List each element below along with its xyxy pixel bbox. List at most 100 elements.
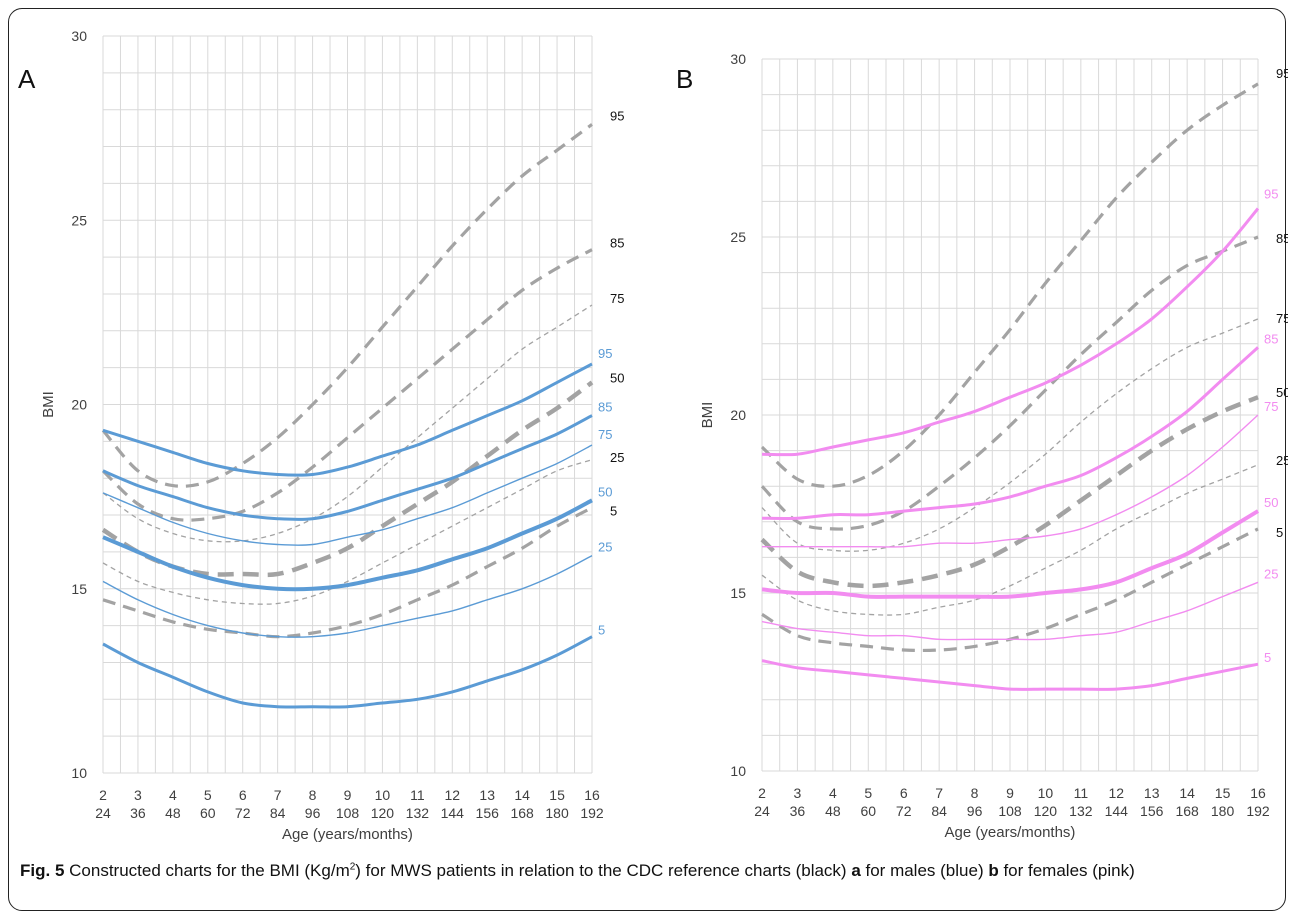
x-tick-label-years: 4	[829, 785, 837, 801]
panel-label: A	[18, 64, 36, 94]
x-tick-label-months: 120	[1034, 803, 1058, 819]
x-tick-label-years: 7	[274, 787, 282, 803]
series-line-reference-p75	[102, 304, 593, 543]
x-tick-label-months: 108	[998, 803, 1022, 819]
series-label-male-p75: 75	[598, 427, 612, 442]
series-label-reference-p25: 25	[1276, 453, 1288, 468]
x-tick-label-years: 11	[410, 787, 425, 803]
x-tick-label-months: 168	[510, 805, 534, 821]
series-group	[760, 82, 1260, 691]
x-tick-label-years: 8	[971, 785, 979, 801]
series-line-reference-p85	[760, 235, 1259, 531]
x-tick-label-years: 12	[1108, 785, 1124, 801]
series-line-female-p85	[761, 346, 1260, 520]
series-line-male-p95	[102, 362, 593, 477]
x-tick-label-months: 180	[545, 805, 569, 821]
series-label-reference-p85: 85	[610, 236, 624, 251]
x-tick-label-years: 2	[99, 787, 107, 803]
series-line-female-p5	[761, 659, 1259, 691]
x-tick-label-years: 3	[794, 785, 802, 801]
x-tick-label-years: 8	[309, 787, 317, 803]
series-label-male-p25: 25	[598, 540, 612, 555]
x-tick-label-months: 180	[1211, 803, 1235, 819]
series-line-male-p85	[102, 414, 593, 521]
x-tick-label-months: 108	[336, 805, 360, 821]
series-label-reference-p85: 85	[1276, 231, 1288, 246]
x-tick-label-months: 120	[371, 805, 395, 821]
x-tick-label-years: 16	[1250, 785, 1266, 801]
x-tick-label-months: 72	[235, 805, 251, 821]
caption-text-1: Constructed charts for the BMI (Kg/m	[64, 861, 350, 880]
series-label-female-p95: 95	[1264, 187, 1278, 202]
grid	[102, 35, 593, 774]
figure-caption: Fig. 5 Constructed charts for the BMI (K…	[20, 858, 1270, 884]
x-tick-label-years: 15	[549, 787, 565, 803]
series-label-reference-p75: 75	[1276, 311, 1288, 326]
x-tick-label-years: 7	[935, 785, 943, 801]
series-line-male-p75	[102, 444, 593, 546]
x-tick-label-years: 3	[134, 787, 142, 803]
x-tick-label-years: 6	[239, 787, 247, 803]
x-tick-label-years: 12	[444, 787, 460, 803]
x-tick-label-months: 84	[270, 805, 286, 821]
series-line-male-p50	[102, 498, 593, 592]
x-tick-label-years: 5	[204, 787, 212, 803]
series-line-female-p95	[761, 207, 1260, 457]
chart-panel-a: 10 15 20 25 30 2 24 3 36 4 48 5 60 6 72 7 84 8 96 9 108 10 120…	[18, 28, 624, 843]
x-tick-label-months: 132	[406, 805, 430, 821]
series-label-reference-p5: 5	[1276, 525, 1283, 540]
y-tick-label: 10	[71, 765, 87, 781]
series-label-female-p75: 75	[1264, 399, 1278, 414]
series-line-female-p50	[761, 509, 1260, 599]
series-label-reference-p75: 75	[610, 291, 624, 306]
series-label-reference-p95: 95	[1276, 66, 1288, 81]
series-label-female-p25: 25	[1264, 566, 1278, 581]
series-line-reference-p25	[761, 464, 1259, 616]
series-line-reference-p5	[102, 506, 593, 639]
y-axis-title: BMI	[699, 402, 716, 429]
x-tick-label-months: 48	[825, 803, 841, 819]
x-tick-label-years: 14	[514, 787, 530, 803]
y-tick-label: 15	[71, 581, 87, 597]
series-label-female-p5: 5	[1264, 650, 1271, 665]
y-tick-label: 30	[71, 28, 87, 44]
y-tick-label: 30	[730, 51, 746, 67]
panel-label: B	[676, 64, 693, 94]
x-tick-label-years: 2	[758, 785, 766, 801]
caption-text-3: for males (blue)	[860, 861, 989, 880]
series-label-female-p50: 50	[1264, 495, 1278, 510]
series-label-male-p50: 50	[598, 484, 612, 499]
x-tick-label-months: 84	[931, 803, 947, 819]
x-tick-label-months: 60	[860, 803, 876, 819]
x-tick-label-years: 16	[584, 787, 600, 803]
y-tick-label: 20	[71, 397, 87, 413]
series-group	[101, 123, 594, 709]
x-tick-label-months: 96	[967, 803, 983, 819]
series-label-reference-p95: 95	[610, 108, 624, 123]
x-tick-label-years: 15	[1215, 785, 1231, 801]
series-label-male-p95: 95	[598, 346, 612, 361]
x-tick-label-months: 96	[305, 805, 321, 821]
x-tick-label-years: 13	[479, 787, 495, 803]
series-line-male-p25	[102, 554, 593, 638]
x-tick-label-years: 14	[1179, 785, 1195, 801]
x-tick-label-years: 9	[344, 787, 352, 803]
y-tick-label: 20	[730, 407, 746, 423]
x-tick-label-months: 192	[1246, 803, 1270, 819]
x-tick-label-months: 144	[441, 805, 465, 821]
y-tick-label: 15	[730, 585, 746, 601]
y-tick-label: 25	[730, 229, 746, 245]
x-tick-label-months: 72	[896, 803, 912, 819]
caption-superscript: 2	[349, 861, 356, 873]
series-line-male-p5	[102, 635, 593, 709]
series-label-reference-p50: 50	[1276, 385, 1288, 400]
series-line-reference-p75	[761, 318, 1259, 552]
series-label-female-p85: 85	[1264, 331, 1278, 346]
series-line-reference-p85	[101, 248, 593, 522]
x-tick-label-months: 60	[200, 805, 216, 821]
series-line-reference-p95	[101, 123, 593, 488]
series-line-reference-p25	[102, 459, 593, 605]
caption-text-4: for females (pink)	[998, 861, 1135, 880]
x-axis-title: Age (years/months)	[282, 826, 413, 843]
series-label-male-p5: 5	[598, 623, 605, 638]
